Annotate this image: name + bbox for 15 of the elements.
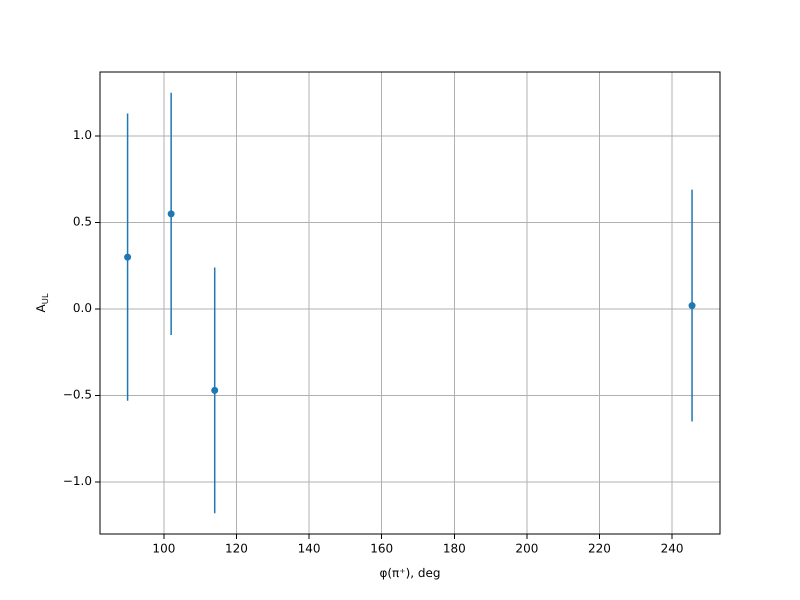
x-tick-label: 160 bbox=[370, 541, 394, 556]
y-axis-title: AUL bbox=[34, 293, 50, 312]
y-tick-label: 0.5 bbox=[72, 214, 92, 229]
x-tick-label: 240 bbox=[660, 541, 684, 556]
y-tick-label: 0.0 bbox=[72, 301, 92, 316]
x-tick-label: 120 bbox=[225, 541, 248, 556]
x-tick-label: 140 bbox=[298, 541, 321, 556]
x-axis-title: φ(π⁺), deg bbox=[379, 566, 441, 580]
x-tick-label: 180 bbox=[442, 541, 466, 556]
y-tick-label: −0.5 bbox=[62, 388, 92, 402]
x-tick-label: 200 bbox=[515, 541, 538, 556]
y-tick-label: −1.0 bbox=[62, 474, 92, 488]
y-tick-label: 1.0 bbox=[72, 128, 92, 142]
x-tick-label: 100 bbox=[152, 541, 176, 556]
x-tick-label: 220 bbox=[588, 541, 611, 556]
